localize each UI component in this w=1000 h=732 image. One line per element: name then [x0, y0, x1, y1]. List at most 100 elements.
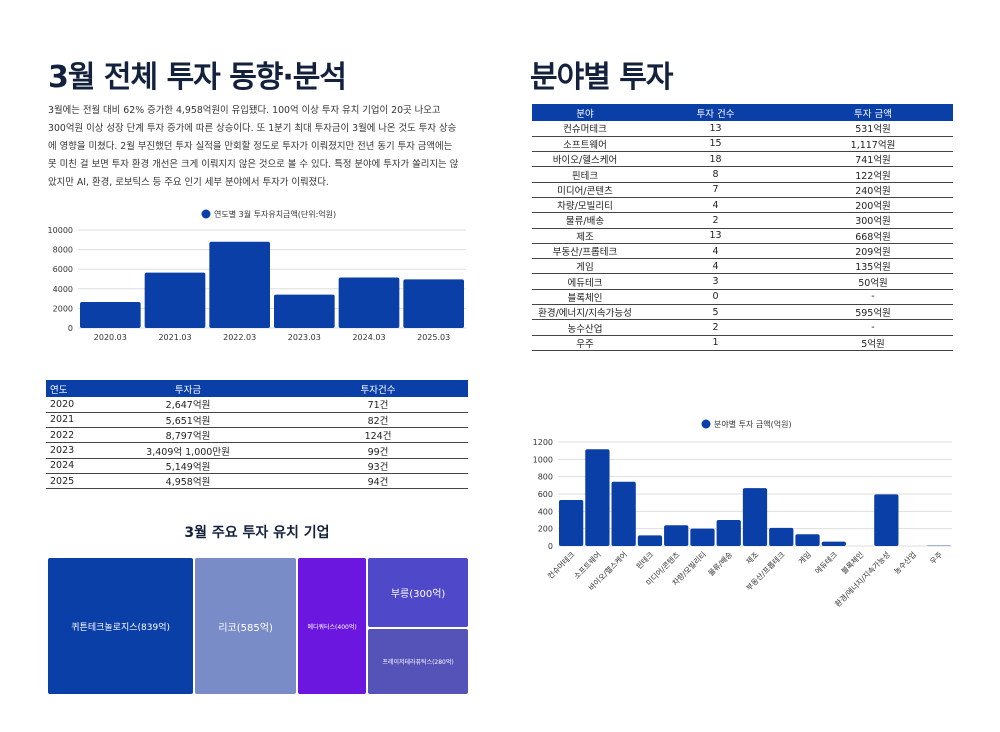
table-cell: 게임 — [532, 258, 638, 275]
table-cell: 50억원 — [793, 273, 953, 290]
table-cell: 5,651억원 — [88, 412, 288, 429]
treemap-cell: 부릉(300억) — [368, 558, 468, 628]
table-row: 2020 2,647억원 71건 — [46, 397, 468, 413]
table-cell: 300억원 — [793, 212, 953, 229]
table-cell: 우주 — [532, 335, 638, 351]
table-header-cell: 투자 금액 — [793, 104, 953, 121]
y-tick-label: 0 — [68, 324, 73, 333]
table-row: 미디어/콘텐츠 7 240억원 — [532, 182, 953, 198]
table-cell: 농수산업 — [532, 319, 638, 336]
table-cell: 2020 — [46, 397, 88, 413]
table-cell: 0 — [638, 289, 793, 306]
bar — [769, 527, 794, 546]
y-tick-label: 1000 — [533, 455, 553, 464]
table-cell: 4 — [638, 197, 793, 214]
table-header-cell: 투자 건수 — [638, 104, 793, 121]
table-cell: 3 — [638, 273, 793, 290]
table-cell: 531억원 — [793, 121, 953, 137]
table-header-cell: 연도 — [46, 380, 88, 397]
x-tick-label: 컨슈머테크 — [545, 549, 577, 581]
legend-marker — [701, 419, 711, 429]
table-cell: 바이오/헬스케어 — [532, 151, 638, 168]
table-cell: 13 — [638, 228, 793, 244]
table-row: 게임 4 135억원 — [532, 258, 953, 275]
x-tick-label: 2020.03 — [94, 333, 127, 342]
bar — [585, 449, 610, 546]
y-tick-label: 0 — [548, 542, 553, 551]
treemap-cell: 퀴튼테크놀로지스(839억) — [48, 558, 194, 694]
table-cell: 1,117억원 — [793, 136, 953, 153]
x-tick-label: 에듀테크 — [813, 550, 839, 576]
table-cell: 4 — [638, 243, 793, 260]
table-cell: 209억원 — [793, 243, 953, 260]
summary-paragraph: 3월에는 전월 대비 62% 증가한 4,958억원이 유입됐다. 100억 이… — [48, 102, 478, 192]
x-tick-label: 2024.03 — [352, 333, 385, 342]
table-row: 농수산업 2- — [532, 319, 953, 336]
table-cell: 741억원 — [793, 151, 953, 168]
table-cell: 5 — [638, 304, 793, 321]
table-row: 핀테크 8 122억원 — [532, 166, 953, 183]
treemap-label: 퀴튼테크놀로지스(839억) — [71, 622, 170, 633]
table-header-cell: 투자건수 — [288, 380, 468, 397]
x-tick-label: 2023.03 — [288, 333, 321, 342]
table-cell: 미디어/콘텐츠 — [532, 182, 638, 198]
table-cell: 595억원 — [793, 304, 953, 321]
table-row: 2023 3,409억 1,000만원 99건 — [46, 442, 468, 459]
table-cell: 소프트웨어 — [532, 136, 638, 153]
table-cell: 71건 — [288, 397, 468, 413]
table-cell: 제조 — [532, 228, 638, 244]
table-row: 부동산/프롭테크 4 209억원 — [532, 243, 953, 260]
bar — [209, 241, 270, 328]
x-tick-label: 농수산업 — [891, 549, 918, 576]
table-cell: 2022 — [46, 427, 88, 444]
bar — [716, 520, 741, 546]
y-tick-label: 600 — [538, 490, 553, 499]
table-cell: 2021 — [46, 412, 88, 429]
treemap-title: 3월 주요 투자 유치 기업 — [184, 525, 330, 541]
table-cell: 부동산/프롭테크 — [532, 243, 638, 260]
bar — [144, 272, 206, 328]
y-tick-label: 1200 — [533, 438, 553, 447]
table-row: 물류/배송 2 300억원 — [532, 212, 953, 229]
table-cell: 240억원 — [793, 182, 953, 198]
bar — [274, 294, 335, 328]
table-cell: 4 — [638, 258, 793, 275]
table-cell: 82건 — [288, 412, 468, 429]
table-cell: 94건 — [288, 473, 468, 490]
table-row: 에듀테크 3 50억원 — [532, 273, 953, 290]
table-cell: 2023 — [46, 442, 88, 459]
y-tick-label: 6000 — [53, 265, 73, 274]
sector-investment-chart: 분야별 투자 금액(억원)020040060080010001200컨슈머테크소… — [533, 419, 952, 609]
table-cell: 135억원 — [793, 258, 953, 275]
x-tick-label: 제조 — [744, 550, 760, 566]
bar — [611, 481, 636, 546]
table-cell: 2,647억원 — [88, 397, 288, 413]
table-cell: 2 — [638, 319, 793, 336]
table-row: 블록체인 0- — [532, 289, 953, 306]
table-cell: 124건 — [288, 427, 468, 444]
table-cell: 2025 — [46, 473, 88, 490]
paragraph-line: 300억원 이상 성장 단계 투자 증가에 따른 상승이다. 또 1분기 최대 … — [48, 123, 457, 134]
x-tick-label: 게임 — [796, 549, 813, 566]
bar — [559, 499, 584, 546]
y-tick-label: 400 — [538, 507, 553, 516]
bar — [795, 534, 820, 546]
table-cell: 1 — [638, 335, 793, 351]
x-tick-label: 물류/배송 — [706, 550, 734, 578]
table-cell: 환경/에너지/지속가능성 — [532, 304, 638, 321]
bar — [742, 488, 768, 546]
table-row: 차량/모빌리티 4 200억원 — [532, 197, 953, 214]
table-cell: 99건 — [288, 442, 468, 459]
bar — [403, 279, 464, 328]
x-tick-label: 2022.03 — [223, 333, 256, 342]
table-cell: 93건 — [288, 458, 468, 474]
page-title-left: 3월 전체 투자 동향·분석 — [48, 60, 347, 95]
table-cell: 122억원 — [793, 166, 953, 183]
legend-label: 분야별 투자 금액(억원) — [714, 419, 792, 429]
table-cell: 7 — [638, 182, 793, 198]
table-row: 환경/에너지/지속가능성 5 595억원 — [532, 304, 953, 321]
table-row: 2022 8,797억원 124건 — [46, 427, 468, 444]
y-tick-label: 8000 — [53, 246, 73, 255]
treemap-label: 메디쿼터스(400억) — [307, 623, 357, 631]
sector-investment-table: 분야 투자 건수 투자 금액 컨슈머테크 13 531억원 소프트웨어 15 1,117억원 바… — [532, 104, 953, 351]
